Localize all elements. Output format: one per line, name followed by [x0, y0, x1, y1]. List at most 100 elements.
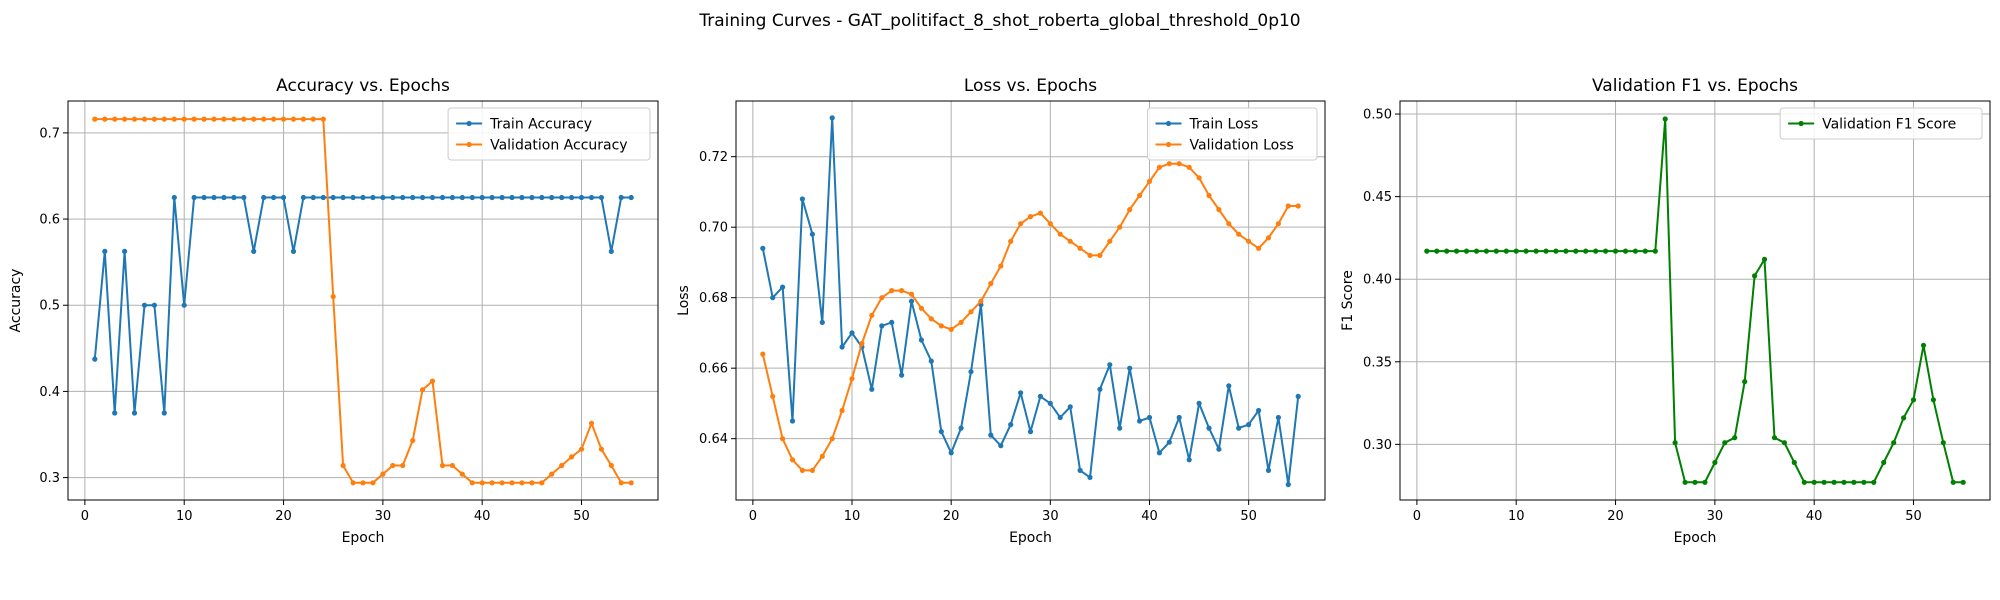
data-point [191, 194, 197, 201]
data-point [618, 480, 624, 486]
axes-frame [735, 100, 1326, 501]
y-tick-label: 0.7 [39, 126, 60, 141]
data-point [879, 323, 885, 329]
data-point [1275, 221, 1281, 227]
data-point [598, 446, 605, 452]
data-point [112, 116, 118, 122]
data-point [1156, 164, 1162, 170]
data-point [1434, 248, 1440, 254]
data-point [370, 480, 376, 486]
data-point [1682, 479, 1688, 485]
data-point [102, 116, 108, 122]
data-point [1027, 429, 1034, 435]
data-point [1077, 467, 1083, 473]
x-tick-label: 40 [1806, 509, 1823, 524]
data-point [849, 376, 855, 382]
data-point [1662, 116, 1668, 122]
data-point [499, 194, 505, 201]
data-point [908, 298, 915, 304]
data-point [948, 326, 954, 332]
data-point [588, 194, 595, 201]
legend-entry: Train Loss [1189, 117, 1259, 133]
data-point [1037, 393, 1043, 399]
data-point [1732, 435, 1738, 441]
data-point [141, 302, 148, 308]
x-tick-label: 50 [573, 509, 590, 524]
data-point [310, 116, 316, 122]
data-point [1067, 238, 1073, 244]
legend: Train Loss Validation Loss [1147, 107, 1318, 161]
data-point [479, 194, 485, 201]
data-point [459, 471, 465, 477]
data-point [390, 462, 396, 469]
data-point [789, 457, 796, 463]
data-point [1216, 207, 1222, 213]
data-point [1910, 397, 1917, 403]
data-point [251, 248, 257, 254]
data-point [1493, 248, 1499, 254]
x-tick-label: 0 [749, 509, 757, 524]
data-point [1672, 440, 1678, 446]
data-point [889, 288, 895, 294]
data-point [1117, 224, 1123, 230]
data-point [161, 116, 167, 122]
x-tick-label: 40 [1141, 509, 1158, 524]
legend: Validation F1 Score [1779, 107, 1983, 140]
data-point [400, 194, 406, 201]
legend-marker [1165, 120, 1172, 127]
y-tick-label: 0.35 [1363, 355, 1392, 370]
data-point [131, 410, 138, 416]
data-point [211, 116, 217, 122]
data-point [1087, 252, 1093, 258]
data-point [1057, 231, 1063, 237]
data-point [1156, 450, 1162, 456]
x-tick-label: 20 [1607, 509, 1624, 524]
legend-box [1779, 107, 1983, 140]
data-point [1166, 161, 1172, 167]
data-point [1652, 248, 1658, 254]
data-point [1563, 248, 1569, 254]
data-point [370, 194, 376, 201]
data-point [569, 454, 575, 460]
data-point [1256, 407, 1262, 414]
data-point [948, 450, 954, 456]
data-point [1543, 248, 1549, 254]
data-point [559, 194, 565, 201]
y-tick-label: 0.4 [39, 385, 60, 400]
data-point [340, 194, 346, 201]
data-point [760, 351, 766, 357]
data-point [1473, 248, 1480, 254]
data-point [1097, 252, 1103, 258]
data-point [1603, 248, 1609, 254]
y-tick-label: 0.30 [1363, 438, 1392, 453]
data-point [449, 462, 455, 469]
data-point [300, 116, 306, 122]
data-point [899, 372, 905, 378]
data-point [1742, 379, 1748, 385]
data-point [1047, 221, 1053, 227]
legend-entry: Validation Accuracy [490, 138, 627, 154]
x-tick-label: 20 [275, 509, 292, 524]
data-point [1771, 435, 1778, 441]
data-point [290, 248, 297, 254]
legend-marker [466, 120, 472, 127]
data-point [459, 194, 465, 201]
data-point [1137, 418, 1143, 424]
data-point [1622, 248, 1629, 254]
data-point [1642, 248, 1648, 254]
data-point [320, 194, 326, 201]
x-tick-label: 0 [1413, 509, 1421, 524]
data-point [420, 194, 426, 201]
data-point [1018, 390, 1024, 396]
data-point [869, 312, 875, 318]
data-point [770, 393, 776, 399]
data-point [1018, 221, 1024, 227]
data-point [1871, 479, 1877, 485]
data-point [529, 194, 535, 201]
data-point [122, 116, 128, 122]
data-point [1801, 479, 1807, 485]
data-point [1285, 203, 1291, 209]
data-point [918, 305, 925, 311]
y-axis-label: F1 Score [1340, 270, 1356, 331]
